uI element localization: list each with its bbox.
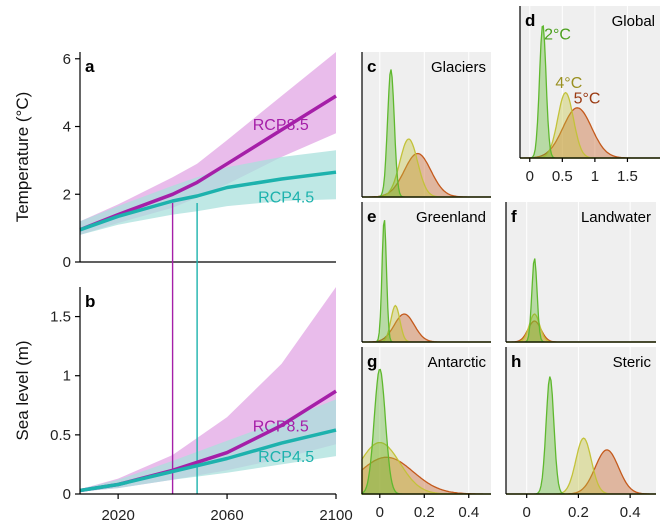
panel-title-g: Antarctic	[428, 354, 487, 371]
x-tick-label: 0.2	[568, 504, 589, 521]
y-tick-label: 0	[63, 486, 71, 503]
panel-g: 0 0.2 0.4 g Antarctic	[361, 347, 491, 521]
series-label-rcp85: RCP8.5	[253, 418, 309, 435]
y-axis-label-a: Temperature (°C)	[13, 92, 32, 223]
y-tick-label: 6	[63, 51, 71, 68]
panel-title-h: Steric	[613, 354, 652, 371]
x-tick-label: 0	[523, 504, 531, 521]
panel-label-h: h	[511, 352, 521, 371]
panel-label-d: d	[525, 11, 535, 30]
y-tick-label: 0	[63, 254, 71, 271]
panel-title-d: Global	[612, 13, 655, 30]
x-tick-label: 0.4	[458, 504, 479, 521]
panel-b: RCP8.5 RCP4.5 0 0.5 1 1.5 2020 2060 2100 b Sea lev…	[13, 203, 353, 524]
temp-label-5c: 5°C	[574, 90, 601, 107]
x-tick-label: 0	[526, 168, 534, 185]
panel-e: e Greenland	[361, 202, 491, 343]
x-tick-label: 2020	[101, 507, 134, 524]
x-tick-label: 0.5	[552, 168, 573, 185]
x-tick-label: 0	[376, 504, 384, 521]
panel-h: 0 0.2 0.4 h Steric	[505, 347, 656, 521]
panel-background	[362, 347, 491, 494]
panel-background	[362, 52, 491, 197]
panel-f: f Landwater	[505, 202, 656, 343]
panel-title-e: Greenland	[416, 209, 486, 226]
series-label-rcp85: RCP8.5	[253, 117, 309, 134]
y-tick-label: 1	[63, 368, 71, 385]
panel-label-f: f	[511, 207, 517, 226]
y-tick-label: 2	[63, 186, 71, 203]
panel-c: c Glaciers	[361, 52, 491, 198]
y-axis-label-b: Sea level (m)	[13, 340, 32, 440]
panel-label-e: e	[367, 207, 376, 226]
y-tick-label: 0.5	[50, 427, 71, 444]
panel-title-c: Glaciers	[431, 59, 486, 76]
x-tick-label: 2100	[319, 507, 352, 524]
series-label-rcp45: RCP4.5	[258, 449, 314, 466]
temp-label-2c: 2°C	[544, 26, 571, 43]
y-tick-label: 1.5	[50, 309, 71, 326]
median-line-rcp45	[79, 428, 337, 493]
x-tick-label: 1.5	[617, 168, 638, 185]
x-tick-label: 0.4	[620, 504, 641, 521]
band-rcp45	[80, 399, 336, 492]
temp-label-4c: 4°C	[555, 75, 582, 92]
x-tick-label: 1	[591, 168, 599, 185]
panel-label-c: c	[367, 57, 376, 76]
x-tick-label: 2060	[210, 507, 243, 524]
panel-label-g: g	[367, 352, 377, 371]
series-label-rcp45: RCP4.5	[258, 190, 314, 207]
panel-label-a: a	[85, 57, 95, 76]
y-tick-label: 4	[63, 119, 71, 136]
median-line-rcp45	[79, 170, 337, 232]
panel-background	[506, 347, 656, 494]
x-tick-label: 0.2	[414, 504, 435, 521]
panel-label-b: b	[85, 292, 95, 311]
panel-title-f: Landwater	[581, 209, 651, 226]
panel-a: RCP8.5 RCP4.5 0 2 4 6 a Temperature (°C)	[13, 51, 337, 271]
panel-d: 0 0.5 1 1.5 d Global 2°C 4°C5°C	[519, 6, 660, 185]
